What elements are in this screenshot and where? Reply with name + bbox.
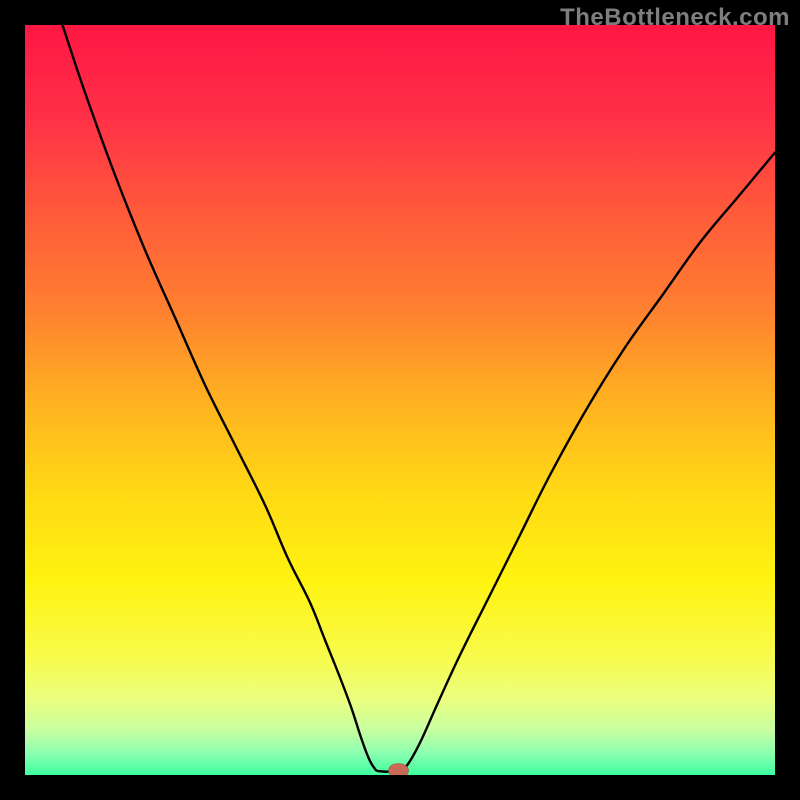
bottleneck-chart <box>0 0 800 800</box>
plot-background <box>25 25 775 775</box>
chart-container: TheBottleneck.com <box>0 0 800 800</box>
watermark-text: TheBottleneck.com <box>560 4 790 32</box>
